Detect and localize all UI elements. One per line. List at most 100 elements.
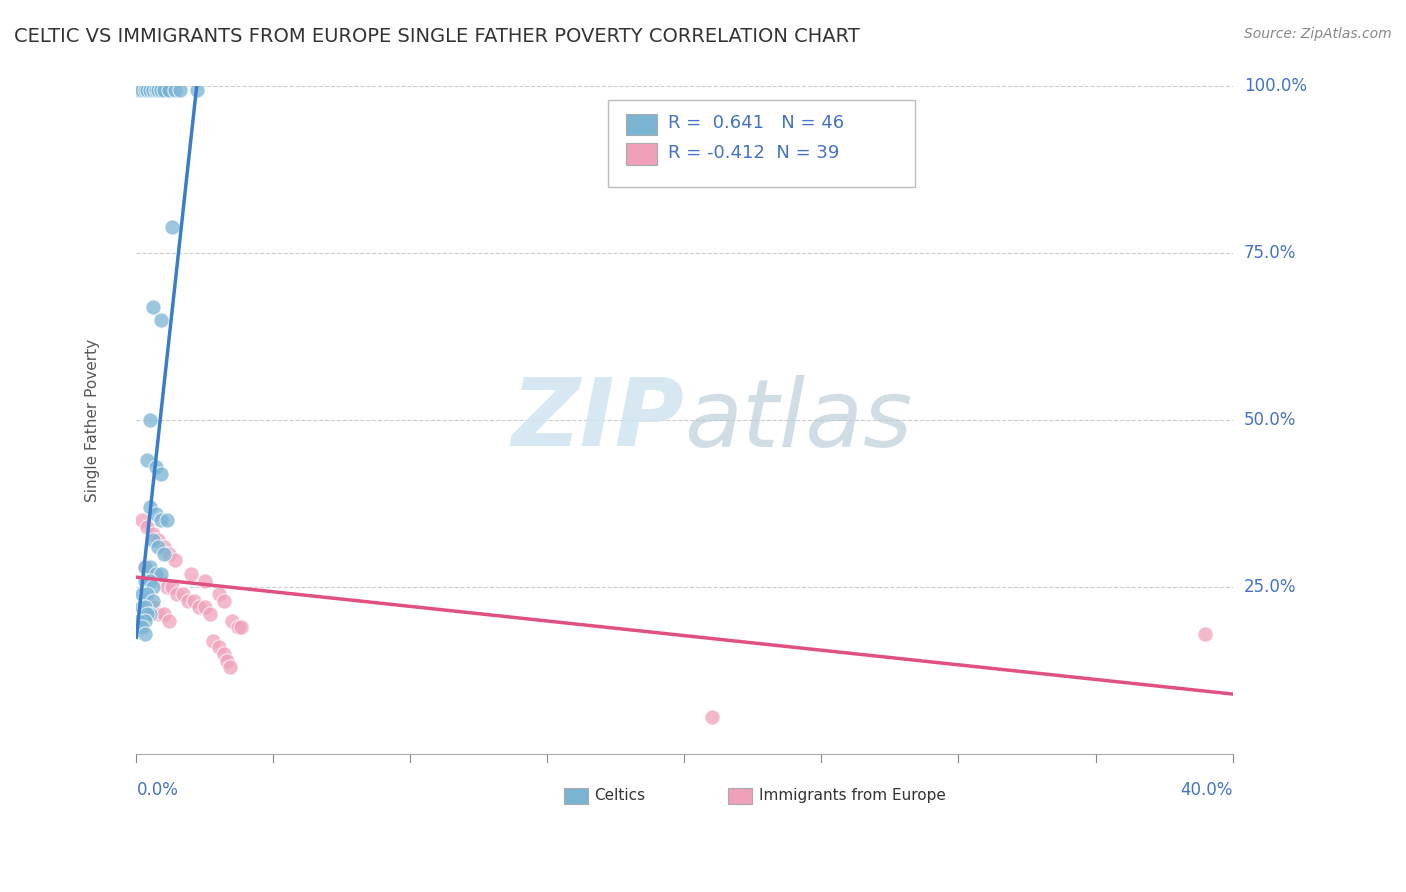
Point xyxy=(134,560,156,574)
Point xyxy=(177,593,200,607)
Point xyxy=(148,533,170,548)
Point xyxy=(145,566,167,581)
Text: Source: ZipAtlas.com: Source: ZipAtlas.com xyxy=(1244,27,1392,41)
Text: 0.0%: 0.0% xyxy=(136,780,179,799)
Point xyxy=(160,580,183,594)
Point xyxy=(139,574,162,588)
Bar xyxy=(626,114,657,136)
Point xyxy=(226,620,249,634)
Point xyxy=(134,614,156,628)
Point xyxy=(166,587,188,601)
Point xyxy=(142,83,165,97)
Point xyxy=(172,587,194,601)
Text: R = -0.412  N = 39: R = -0.412 N = 39 xyxy=(668,145,839,162)
Point xyxy=(131,587,153,601)
Point xyxy=(139,500,162,514)
Text: atlas: atlas xyxy=(685,375,912,466)
Point xyxy=(148,83,170,97)
Point xyxy=(152,547,174,561)
Point xyxy=(157,83,180,97)
Point xyxy=(157,547,180,561)
Point xyxy=(202,633,225,648)
Point xyxy=(155,513,177,527)
Text: R =  0.641   N = 46: R = 0.641 N = 46 xyxy=(668,114,844,132)
Point xyxy=(194,574,217,588)
Bar xyxy=(626,144,657,164)
Point xyxy=(180,566,202,581)
Point xyxy=(139,413,162,427)
Point xyxy=(136,83,159,97)
Point xyxy=(131,600,153,615)
Point xyxy=(145,83,167,97)
Point xyxy=(152,540,174,554)
Point xyxy=(134,560,156,574)
Point xyxy=(169,83,191,97)
Point xyxy=(136,600,159,615)
Point xyxy=(142,600,165,615)
Point xyxy=(134,600,156,615)
Text: 40.0%: 40.0% xyxy=(1180,780,1233,799)
Point xyxy=(188,600,211,615)
Point xyxy=(163,553,186,567)
Point xyxy=(150,566,173,581)
Point xyxy=(145,566,167,581)
Text: 75.0%: 75.0% xyxy=(1244,244,1296,262)
Point xyxy=(134,83,156,97)
Point xyxy=(139,560,162,574)
Point xyxy=(131,83,153,97)
Point xyxy=(142,300,165,314)
Point xyxy=(136,453,159,467)
Point xyxy=(145,507,167,521)
Point xyxy=(148,540,170,554)
Point xyxy=(207,587,229,601)
Point xyxy=(128,614,150,628)
Point xyxy=(218,660,240,674)
Text: Immigrants from Europe: Immigrants from Europe xyxy=(759,788,946,803)
Point xyxy=(194,600,217,615)
Point xyxy=(150,513,173,527)
Point xyxy=(183,593,205,607)
Point xyxy=(150,467,173,481)
Point xyxy=(155,580,177,594)
Point xyxy=(1194,627,1216,641)
Point xyxy=(221,614,243,628)
Point xyxy=(200,607,222,621)
Point xyxy=(134,574,156,588)
Point xyxy=(139,83,162,97)
Text: ZIP: ZIP xyxy=(512,375,685,467)
Point xyxy=(150,83,173,97)
Point xyxy=(150,574,173,588)
Point xyxy=(131,620,153,634)
Point xyxy=(186,83,208,97)
Point xyxy=(700,710,723,724)
Point xyxy=(207,640,229,655)
Point xyxy=(148,607,170,621)
Text: Single Father Poverty: Single Father Poverty xyxy=(84,339,100,502)
Point xyxy=(229,620,252,634)
Point xyxy=(163,83,186,97)
Text: 100.0%: 100.0% xyxy=(1244,78,1306,95)
Point xyxy=(128,83,150,97)
Point xyxy=(145,460,167,475)
Point xyxy=(150,313,173,327)
Point xyxy=(160,219,183,234)
FancyBboxPatch shape xyxy=(607,100,915,186)
Point xyxy=(152,607,174,621)
Point xyxy=(136,587,159,601)
Bar xyxy=(728,788,752,805)
Point xyxy=(139,566,162,581)
Point xyxy=(142,533,165,548)
Text: 50.0%: 50.0% xyxy=(1244,411,1296,429)
Point xyxy=(157,614,180,628)
Point xyxy=(215,654,238,668)
Point xyxy=(131,513,153,527)
Point xyxy=(142,526,165,541)
Point xyxy=(139,607,162,621)
Point xyxy=(136,520,159,534)
Point xyxy=(212,647,235,661)
Point xyxy=(134,627,156,641)
Text: Celtics: Celtics xyxy=(595,788,645,803)
Point xyxy=(152,83,174,97)
Point xyxy=(136,607,159,621)
Point xyxy=(142,593,165,607)
